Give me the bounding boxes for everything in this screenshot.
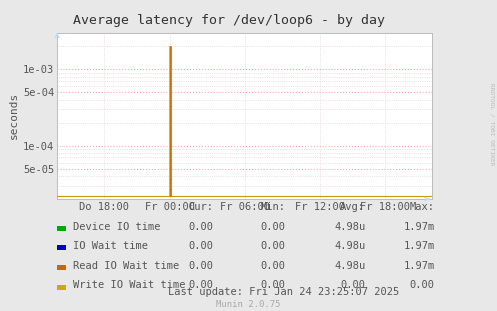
Text: Average latency for /dev/loop6 - by day: Average latency for /dev/loop6 - by day: [73, 14, 385, 27]
Text: RRDTOOL / TOBI OETIKER: RRDTOOL / TOBI OETIKER: [490, 83, 495, 166]
Text: Munin 2.0.75: Munin 2.0.75: [216, 300, 281, 309]
Text: Read IO Wait time: Read IO Wait time: [73, 261, 179, 271]
Text: 4.98u: 4.98u: [334, 261, 365, 271]
Text: 0.00: 0.00: [189, 241, 214, 251]
Text: 0.00: 0.00: [410, 280, 435, 290]
Text: Write IO Wait time: Write IO Wait time: [73, 280, 185, 290]
Text: 4.98u: 4.98u: [334, 221, 365, 231]
Text: 0.00: 0.00: [189, 261, 214, 271]
Text: Avg:: Avg:: [340, 202, 365, 212]
Text: 1.97m: 1.97m: [404, 241, 435, 251]
Text: Device IO time: Device IO time: [73, 221, 161, 231]
Text: 0.00: 0.00: [261, 241, 286, 251]
Text: 0.00: 0.00: [340, 280, 365, 290]
Text: 0.00: 0.00: [189, 221, 214, 231]
Text: IO Wait time: IO Wait time: [73, 241, 148, 251]
Text: Cur:: Cur:: [189, 202, 214, 212]
Text: 0.00: 0.00: [261, 221, 286, 231]
Text: 0.00: 0.00: [261, 261, 286, 271]
Text: Min:: Min:: [261, 202, 286, 212]
Text: 0.00: 0.00: [189, 280, 214, 290]
Text: 1.97m: 1.97m: [404, 221, 435, 231]
Text: Max:: Max:: [410, 202, 435, 212]
Text: 0.00: 0.00: [261, 280, 286, 290]
Text: Last update: Fri Jan 24 23:25:07 2025: Last update: Fri Jan 24 23:25:07 2025: [167, 287, 399, 297]
Text: 1.97m: 1.97m: [404, 261, 435, 271]
Text: 4.98u: 4.98u: [334, 241, 365, 251]
Y-axis label: seconds: seconds: [9, 92, 19, 139]
